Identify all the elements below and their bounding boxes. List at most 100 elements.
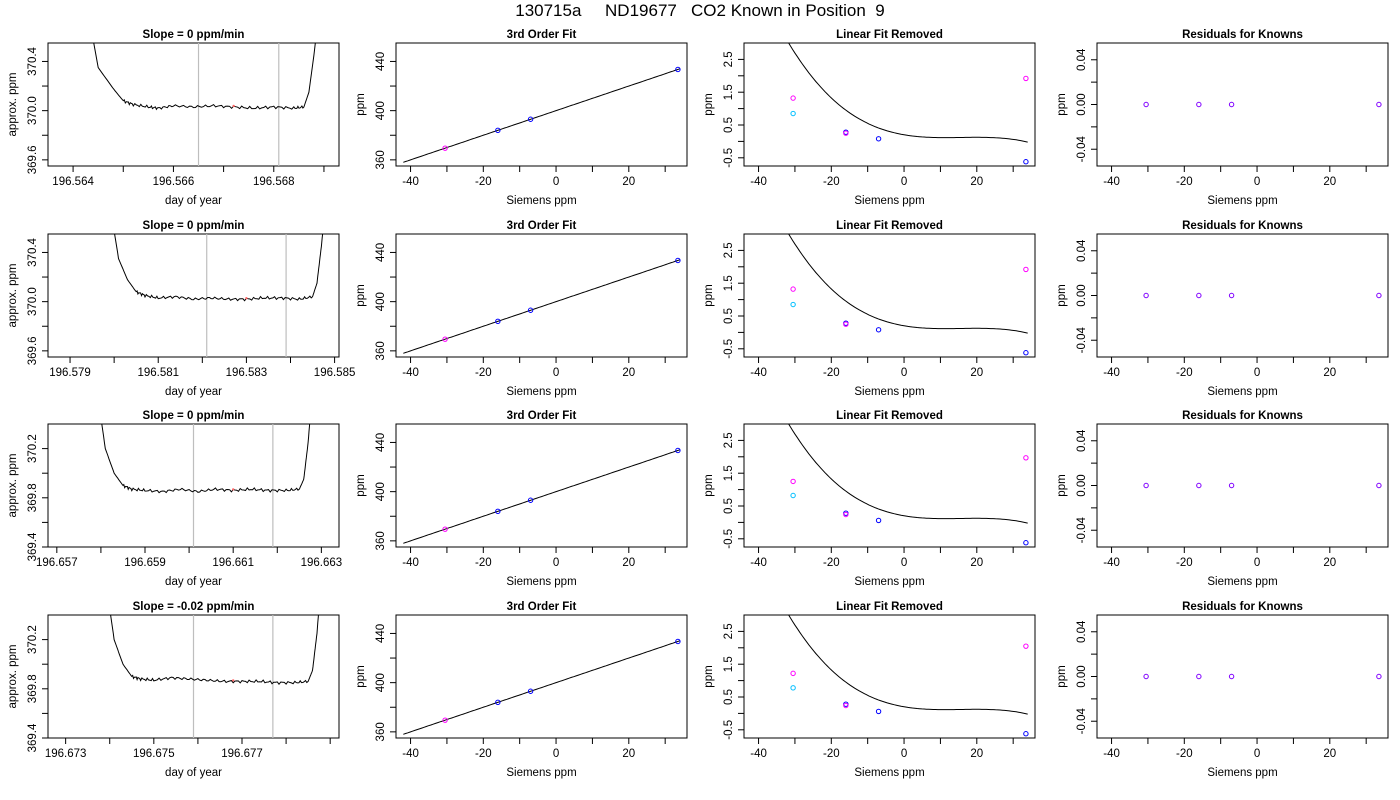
x-tick-label: -20 — [823, 176, 840, 188]
panel-r3-c2: -40 -20 0 20 360 400 440 3rd Order Fit Siemens p… — [355, 410, 688, 588]
plot-frame — [743, 423, 1036, 548]
y-axis-label: ppm — [1056, 665, 1068, 687]
x-tick-label: -20 — [475, 557, 492, 569]
data-point — [675, 66, 681, 73]
y-tick-label: -0.04 — [1076, 136, 1088, 163]
y-tick-label: 369.6 — [27, 145, 39, 174]
plot-area — [101, 424, 311, 547]
x-tick-label: 196.663 — [301, 557, 343, 569]
data-point — [527, 688, 534, 694]
panel-title: Residuals for Knowns — [1182, 601, 1303, 613]
x-tick-label: 0 — [553, 176, 559, 188]
page-title: 130715a ND19677 CO2 Known in Position 9 — [515, 1, 885, 20]
y-axis-label: ppm — [355, 474, 367, 496]
y-tick-label: 440 — [375, 52, 387, 71]
y-axis-label: ppm — [355, 284, 367, 306]
y-tick-label: 0.5 — [723, 689, 735, 705]
x-axis-label: Siemens ppm — [506, 195, 576, 207]
data-point — [495, 699, 501, 706]
data-point — [875, 708, 882, 715]
y-tick-label: 0.5 — [723, 498, 735, 514]
panel-title: Slope = 0 ppm/min — [143, 410, 245, 422]
data-point — [442, 526, 448, 532]
y-tick-label: 0.00 — [1076, 665, 1088, 687]
y-tick-label: -0.5 — [723, 720, 735, 740]
x-tick-label: -40 — [1103, 557, 1120, 569]
x-tick-label: -40 — [402, 748, 419, 760]
plot-area — [788, 43, 1028, 143]
x-tick-label: -40 — [750, 557, 767, 569]
data-point — [1023, 731, 1029, 737]
x-tick-label: 20 — [622, 748, 635, 760]
x-tick-label: 20 — [970, 367, 983, 379]
y-tick-label: 360 — [375, 722, 387, 741]
x-axis-label: day of year — [165, 576, 222, 588]
y-tick-label: -0.04 — [1076, 327, 1088, 354]
x-axis-label: Siemens ppm — [1207, 195, 1277, 207]
data-point — [1143, 673, 1149, 680]
y-tick-label: 1.5 — [723, 84, 735, 100]
data-point — [495, 318, 501, 325]
trace-marker — [245, 296, 248, 300]
y-tick-label: 400 — [375, 482, 387, 501]
y-tick-label: 440 — [375, 243, 387, 262]
plot-area — [110, 615, 319, 738]
plot-area — [114, 234, 324, 357]
x-tick-label: 196.568 — [253, 176, 295, 188]
fit-curve — [403, 68, 680, 163]
panel-title: Linear Fit Removed — [836, 410, 943, 422]
data-point — [1143, 482, 1149, 489]
x-tick-label: 20 — [970, 748, 983, 760]
x-tick-label: 0 — [901, 557, 907, 569]
data-point — [790, 670, 796, 677]
plot-area — [403, 640, 680, 735]
data-point — [1023, 350, 1029, 356]
y-axis-label: approx. ppm — [7, 645, 19, 709]
y-tick-label: 0.04 — [1076, 620, 1088, 643]
y-tick-label: 440 — [375, 624, 387, 643]
fit-curve — [788, 234, 1028, 334]
x-tick-label: 196.566 — [153, 176, 195, 188]
data-point — [1196, 292, 1202, 299]
data-point — [1023, 455, 1029, 461]
x-tick-label: -20 — [1176, 367, 1193, 379]
data-point — [843, 130, 849, 136]
data-point — [1023, 159, 1029, 165]
panel-title: 3rd Order Fit — [507, 220, 577, 232]
plot-frame — [1096, 423, 1389, 548]
x-tick-label: 196.581 — [137, 367, 179, 379]
y-axis-label: ppm — [703, 665, 715, 687]
y-tick-label: 400 — [375, 673, 387, 692]
y-tick-label: 400 — [375, 101, 387, 120]
data-point — [790, 492, 796, 499]
y-tick-label: 370.4 — [27, 237, 39, 266]
plot-area — [403, 259, 680, 354]
panel-r1-c3: -40 -20 0 20 -0.5 0.5 1.5 2.5 Linear Fit Removed… — [703, 29, 1036, 207]
data-point — [1228, 292, 1235, 299]
panel-r3-c1: 196.657 196.659 196.661 196.663 369.4 369.8 37… — [7, 410, 343, 588]
panel-title: 3rd Order Fit — [507, 410, 577, 422]
data-point — [843, 511, 849, 518]
x-tick-label: 196.564 — [52, 176, 94, 188]
y-axis-label: ppm — [703, 474, 715, 496]
x-tick-label: -20 — [475, 176, 492, 188]
data-point — [527, 116, 534, 122]
x-tick-label: -40 — [1103, 176, 1120, 188]
x-tick-label: 0 — [553, 557, 559, 569]
data-point — [843, 702, 849, 709]
y-axis-label: ppm — [703, 284, 715, 306]
y-tick-label: 440 — [375, 433, 387, 452]
x-tick-label: -20 — [823, 367, 840, 379]
data-point — [1376, 101, 1382, 108]
plot-frame — [395, 42, 688, 167]
x-tick-label: 0 — [1254, 367, 1260, 379]
plot-frame — [47, 42, 340, 167]
data-trace — [110, 615, 319, 686]
x-axis-label: Siemens ppm — [506, 767, 576, 779]
x-tick-label: 0 — [1254, 748, 1260, 760]
fit-curve — [788, 43, 1028, 143]
data-point — [675, 447, 681, 454]
plot-frame — [743, 233, 1036, 358]
y-tick-label: -0.04 — [1076, 517, 1088, 544]
panel-title: 3rd Order Fit — [507, 29, 577, 41]
